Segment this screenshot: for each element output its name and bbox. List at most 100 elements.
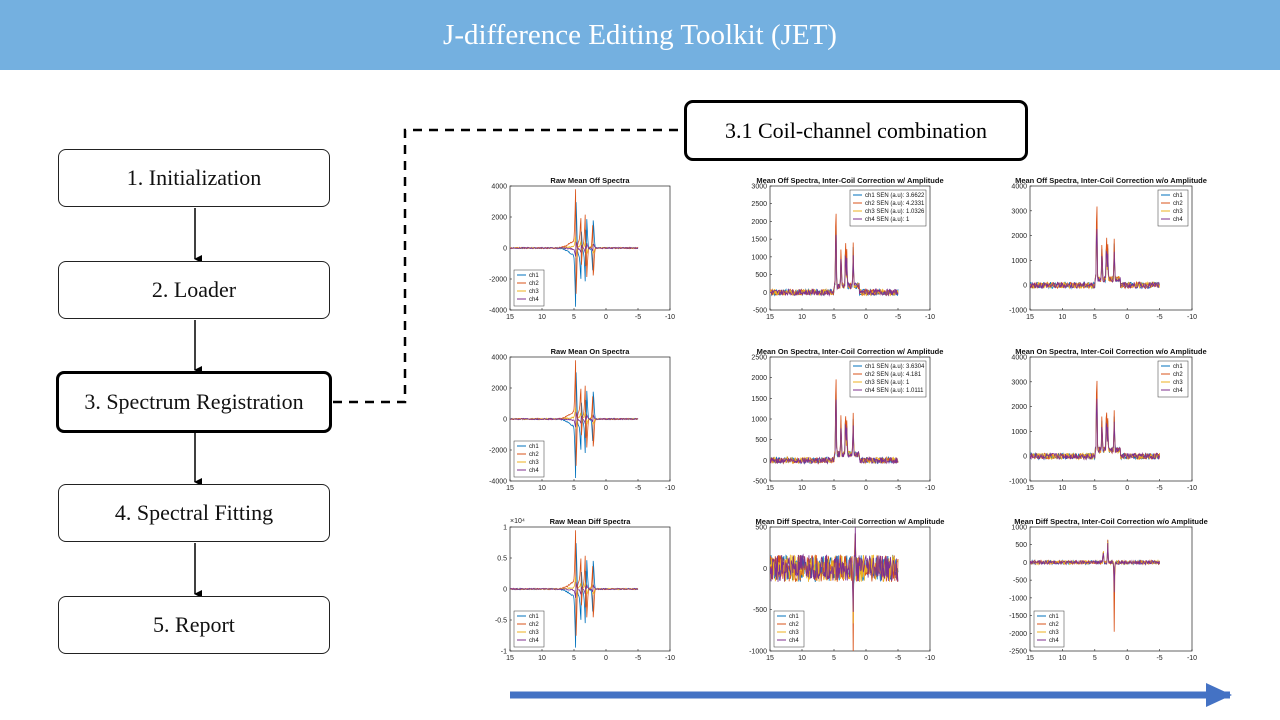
step-label: 3. Spectrum Registration xyxy=(84,389,304,414)
y-tick-label: -2000 xyxy=(489,277,507,284)
y-tick-label: 0 xyxy=(763,458,767,465)
x-tick-label: 15 xyxy=(766,655,774,662)
legend-entry: ch1 xyxy=(529,614,539,620)
chart-title: Mean On Spectra, Inter-Coil Correction w… xyxy=(1015,347,1206,356)
legend-entry: ch4 SEN (a.u): 1.0111 xyxy=(865,388,924,394)
y-tick-label: -1000 xyxy=(749,649,767,656)
series-line-ch4 xyxy=(510,411,639,428)
y-tick-label: -500 xyxy=(753,479,767,486)
x-tick-label: 0 xyxy=(604,314,608,321)
x-tick-label: 10 xyxy=(798,485,806,492)
x-tick-label: 10 xyxy=(538,314,546,321)
substep-callout: 3.1 Coil-channel combination xyxy=(684,100,1028,161)
y-tick-label: 1500 xyxy=(751,237,767,244)
step-loader[interactable]: 2. Loader xyxy=(58,261,330,319)
x-tick-label: 0 xyxy=(1125,314,1129,321)
x-tick-label: 5 xyxy=(1093,485,1097,492)
dashed-connector xyxy=(333,128,684,404)
y-tick-label: -1000 xyxy=(1009,479,1027,486)
x-tick-label: 0 xyxy=(864,485,868,492)
series-line-ch4 xyxy=(1030,542,1160,593)
legend-entry: ch2 xyxy=(1173,372,1183,378)
x-tick-label: -5 xyxy=(1156,314,1162,321)
y-tick-label: 0 xyxy=(1023,283,1027,290)
x-tick-label: -10 xyxy=(925,655,935,662)
y-tick-label: 0 xyxy=(503,417,507,424)
series-line-ch4 xyxy=(1030,228,1160,290)
series-line-ch4 xyxy=(1030,398,1160,461)
y-tick-label: -1000 xyxy=(1009,308,1027,315)
x-tick-label: 15 xyxy=(1026,655,1034,662)
x-tick-label: -5 xyxy=(635,655,641,662)
y-tick-label: 2000 xyxy=(1011,404,1027,411)
chart-7: Raw Mean Diff Spectra 15 10 5 0 -5 -10 1 0.5 0 -0.… xyxy=(495,517,675,662)
chart-title: Mean On Spectra, Inter-Coil Correction w… xyxy=(757,347,944,356)
x-tick-label: 5 xyxy=(832,485,836,492)
x-tick-label: 10 xyxy=(538,485,546,492)
legend-entry: ch4 xyxy=(1173,388,1183,394)
page-title: J-difference Editing Toolkit (JET) xyxy=(443,18,837,51)
y-tick-label: 2000 xyxy=(1011,233,1027,240)
x-tick-label: 5 xyxy=(832,314,836,321)
title-banner: J-difference Editing Toolkit (JET) xyxy=(0,0,1280,70)
x-tick-label: 0 xyxy=(604,655,608,662)
legend-entry: ch3 SEN (a.u): 1.0326 xyxy=(865,209,925,215)
legend xyxy=(1157,189,1189,227)
y-tick-label: -2000 xyxy=(1009,631,1027,638)
chart-6: Mean On Spectra, Inter-Coil Correction w… xyxy=(1009,347,1207,492)
step-label: 5. Report xyxy=(153,612,235,637)
legend-entry: ch1 xyxy=(1049,614,1059,620)
series-line-ch4 xyxy=(770,399,899,465)
chart-1: Raw Mean Off Spectra 15 10 5 0 -5 -10 4000 2000 0… xyxy=(489,176,675,321)
legend-entry: ch4 xyxy=(1173,217,1183,223)
chart-title: Mean Diff Spectra, Inter-Coil Correction… xyxy=(1014,517,1208,526)
x-tick-label: -10 xyxy=(665,485,675,492)
series-line-ch4 xyxy=(770,527,899,612)
legend-entry: ch3 xyxy=(1173,209,1183,215)
x-tick-label: -5 xyxy=(1156,485,1162,492)
legend-entry: ch1 SEN (a.u): 3.6622 xyxy=(865,193,925,199)
step-label: 1. Initialization xyxy=(126,165,262,190)
step-spectrum-registration[interactable]: 3. Spectrum Registration xyxy=(56,371,332,433)
x-tick-label: -5 xyxy=(635,485,641,492)
substep-label: 3.1 Coil-channel combination xyxy=(724,117,988,143)
chart-9: Mean Diff Spectra, Inter-Coil Correction… xyxy=(1009,517,1208,662)
y-tick-label: 4000 xyxy=(491,355,507,362)
y-tick-label: 1000 xyxy=(751,417,767,424)
y-tick-label: 500 xyxy=(755,525,767,532)
y-tick-label: 1500 xyxy=(751,396,767,403)
x-tick-label: -5 xyxy=(895,314,901,321)
step-initialization[interactable]: 1. Initialization xyxy=(58,149,330,207)
y-tick-label: -0.5 xyxy=(495,618,507,625)
legend-entry: ch3 SEN (a.u): 1 xyxy=(865,380,910,386)
chart-3: Mean Off Spectra, Inter-Coil Correction … xyxy=(1009,176,1207,321)
x-tick-label: 10 xyxy=(1059,485,1067,492)
y-tick-label: -1500 xyxy=(1009,613,1027,620)
step-label: 4. Spectral Fitting xyxy=(114,500,274,525)
y-tick-label: -2500 xyxy=(1009,649,1027,656)
chart-8: Mean Diff Spectra, Inter-Coil Correction… xyxy=(749,517,944,662)
y-multiplier: ×10⁴ xyxy=(510,518,525,525)
step-spectral-fitting[interactable]: 4. Spectral Fitting xyxy=(58,484,330,542)
chart-title: Raw Mean On Spectra xyxy=(551,347,631,356)
step-report[interactable]: 5. Report xyxy=(58,596,330,654)
x-tick-label: -10 xyxy=(925,485,935,492)
legend-entry: ch3 xyxy=(529,630,539,636)
x-tick-label: -5 xyxy=(895,655,901,662)
legend-entry: ch1 xyxy=(1173,364,1183,370)
x-tick-label: 15 xyxy=(506,314,514,321)
y-tick-label: 4000 xyxy=(491,184,507,191)
chart-5: Mean On Spectra, Inter-Coil Correction w… xyxy=(751,347,943,492)
legend-entry: ch4 xyxy=(529,297,539,303)
x-tick-label: -5 xyxy=(895,485,901,492)
y-tick-label: 4000 xyxy=(1011,355,1027,362)
chart-title: Mean Off Spectra, Inter-Coil Correction … xyxy=(1015,176,1207,185)
y-tick-label: 1000 xyxy=(1011,429,1027,436)
x-tick-label: 0 xyxy=(864,655,868,662)
legend-entry: ch3 xyxy=(789,630,799,636)
chart-title: Raw Mean Off Spectra xyxy=(550,176,630,185)
y-tick-label: 0 xyxy=(1023,560,1027,567)
series-line-ch4 xyxy=(510,241,639,257)
legend-entry: ch2 xyxy=(529,622,539,628)
